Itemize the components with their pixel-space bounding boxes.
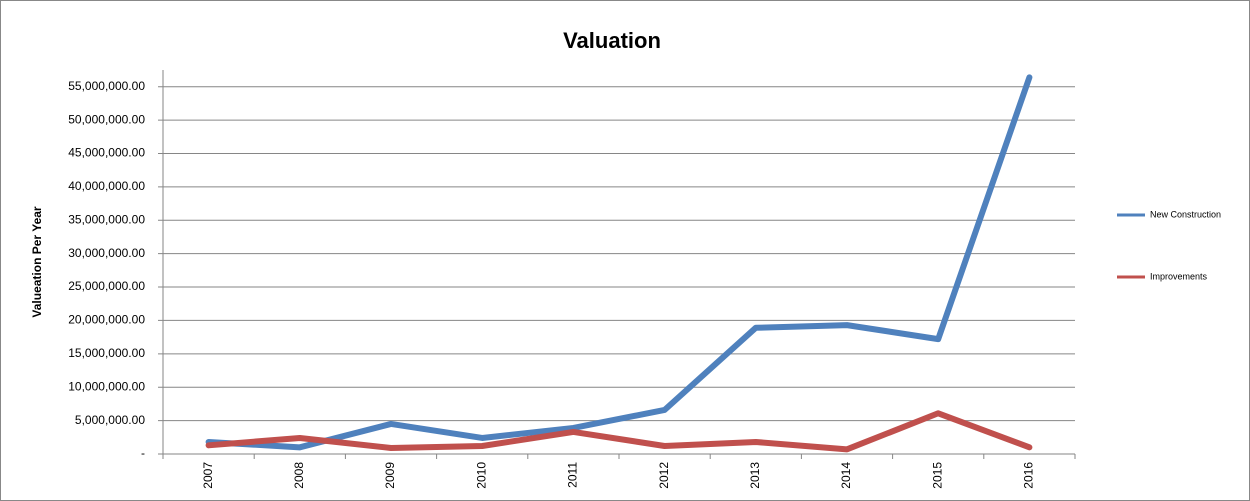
x-tick-label: 2014 (839, 462, 853, 489)
x-tick-label: 2010 (474, 462, 488, 489)
series-line (205, 74, 1033, 451)
y-tick-label: 30,000,000.00 (68, 246, 145, 260)
y-axis-label: Valueation Per Year (30, 206, 44, 318)
y-tick-label: 10,000,000.00 (68, 379, 145, 393)
y-tick-label: 15,000,000.00 (68, 346, 145, 360)
x-tick-label: 2008 (292, 462, 306, 489)
chart-title: Valuation (563, 28, 661, 53)
y-tick-label: 25,000,000.00 (68, 279, 145, 293)
x-tick-label: 2009 (383, 462, 397, 489)
x-tick-label: 2016 (1022, 462, 1036, 489)
x-tick-label: 2011 (566, 462, 580, 488)
y-tick-label: 20,000,000.00 (68, 313, 145, 327)
y-tick-label: - (141, 446, 145, 460)
x-tick-label: 2007 (201, 462, 215, 489)
y-tick-label: 40,000,000.00 (68, 179, 145, 193)
x-tick-label: 2013 (748, 462, 762, 489)
y-tick-label: 55,000,000.00 (68, 79, 145, 93)
y-tick-label: 35,000,000.00 (68, 212, 145, 226)
x-tick-label: 2015 (930, 462, 944, 489)
y-tick-label: 45,000,000.00 (68, 146, 145, 160)
legend-label: New Construction (1150, 209, 1221, 219)
y-tick-label: 50,000,000.00 (68, 112, 145, 126)
y-tick-label: 5,000,000.00 (75, 413, 145, 427)
series-line (205, 410, 1033, 453)
x-tick-label: 2012 (657, 462, 671, 489)
legend-label: Improvements (1150, 271, 1208, 281)
